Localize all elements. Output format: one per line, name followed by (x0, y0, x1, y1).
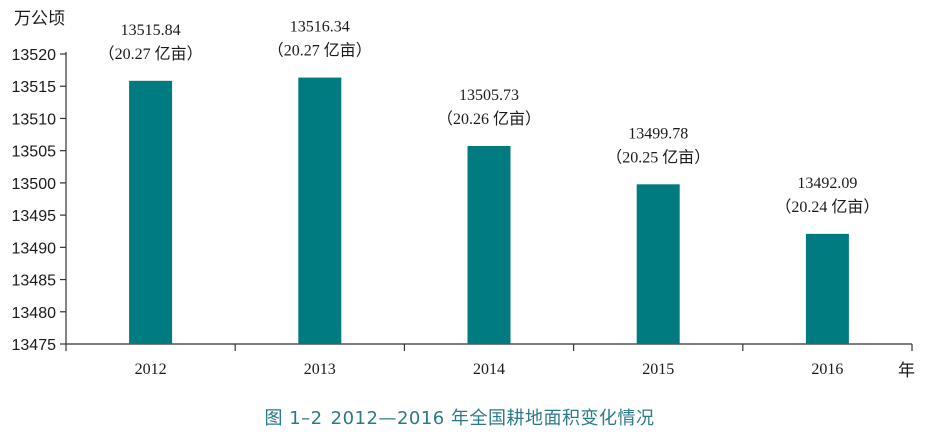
bar-2014 (467, 145, 511, 344)
bar-chart: 万公顷 年 13475 13480 13485 13490 13495 13500 1350… (12, 9, 916, 381)
value-label: 13505.73 (459, 87, 519, 104)
secondary-value-label: （20.26 亿亩） (437, 110, 541, 128)
figure-title: 2012—2016 年全国耕地面积变化情况 (330, 408, 655, 429)
x-tick-label: 2012 (135, 361, 167, 378)
secondary-value-label: （20.27 亿亩） (99, 45, 203, 63)
x-tick-label: 2014 (473, 361, 505, 378)
y-tick-label: 13510 (12, 111, 57, 128)
value-label: 13492.09 (797, 175, 857, 192)
y-tick-label: 13500 (12, 176, 57, 193)
bar-series (129, 77, 849, 344)
y-tick-label: 13490 (12, 240, 57, 257)
bar-2013 (298, 77, 342, 344)
y-tick-label: 13495 (12, 208, 57, 225)
secondary-value-label: （20.25 亿亩） (606, 148, 710, 166)
figure-number: 图 1–2 (264, 408, 323, 429)
y-tick-label: 13480 (12, 305, 57, 322)
value-label: 13499.78 (628, 125, 688, 142)
y-tick-label: 13505 (12, 144, 57, 161)
y-tick-label: 13475 (12, 337, 57, 354)
y-axis-unit-label: 万公顷 (14, 9, 65, 29)
secondary-value-label: （20.24 亿亩） (775, 198, 879, 216)
x-tick-label: 2015 (642, 361, 674, 378)
secondary-value-label: （20.27 亿亩） (268, 42, 372, 60)
figure-caption: 图 1–2 2012—2016 年全国耕地面积变化情况 (0, 404, 927, 430)
x-axis-ticks: 2012 2013 2014 2015 2016 (65, 344, 913, 378)
y-tick-label: 13485 (12, 273, 57, 290)
bar-2012 (129, 80, 173, 344)
data-labels: 13515.84 （20.27 亿亩） 13516.34 （20.27 亿亩） 1350… (99, 19, 880, 216)
bar-2015 (636, 184, 680, 344)
bar-2016 (805, 233, 849, 344)
x-tick-label: 2016 (811, 361, 843, 378)
x-axis-unit-label: 年 (898, 361, 915, 381)
y-tick-label: 13520 (12, 47, 57, 64)
y-axis-ticks: 13475 13480 13485 13490 13495 13500 13505 13510… (12, 47, 66, 354)
x-tick-label: 2013 (304, 361, 336, 378)
value-label: 13516.34 (290, 19, 350, 36)
value-label: 13515.84 (121, 22, 181, 39)
y-tick-label: 13515 (12, 79, 57, 96)
